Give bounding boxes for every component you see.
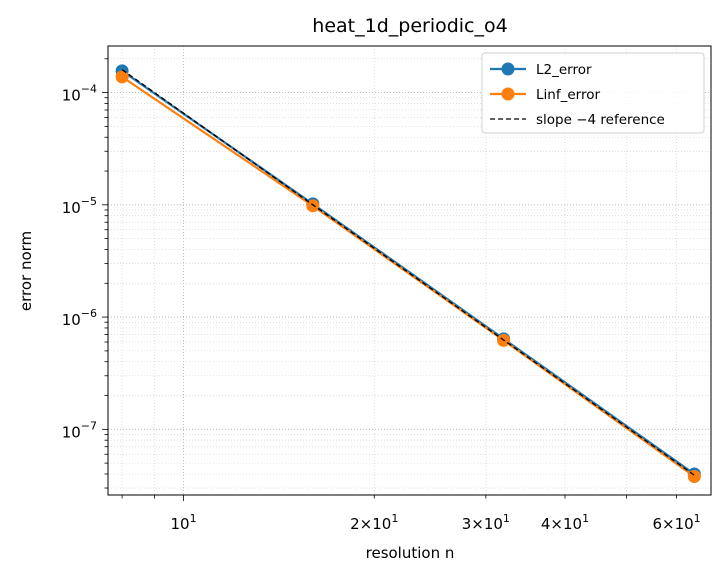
chart-title: heat_1d_periodic_o4 <box>312 15 507 37</box>
legend-label: slope −4 reference <box>536 112 665 128</box>
y-tick-label: 10−6 <box>62 307 97 329</box>
x-tick-label: 101 <box>170 512 196 533</box>
plot-lines <box>115 64 701 484</box>
data-point <box>306 199 320 213</box>
y-axis: 10−7 10−6 10−5 10−4 <box>62 58 108 489</box>
y-tick-label: 10−7 <box>62 419 97 441</box>
series-line-1 <box>121 75 695 478</box>
x-axis: 101 2×101 3×101 4×101 6×101 <box>121 495 701 533</box>
legend-marker <box>501 87 515 101</box>
y-axis-label: error norm <box>17 231 35 311</box>
x-axis-label: resolution n <box>366 544 455 562</box>
legend-label: Linf_error <box>536 87 600 103</box>
legend-label: L2_error <box>536 62 592 78</box>
legend-marker <box>501 62 515 76</box>
x-tick-label: 4×101 <box>541 512 589 533</box>
y-tick-label: 10−5 <box>62 195 97 217</box>
data-point <box>687 470 701 484</box>
plot-frame <box>107 45 712 496</box>
series-line-2 <box>121 69 695 476</box>
data-point <box>115 70 129 84</box>
x-tick-label: 6×101 <box>652 512 700 533</box>
x-tick-label: 2×101 <box>350 512 398 533</box>
x-tick-label: 3×101 <box>462 512 510 533</box>
legend-box <box>481 52 705 134</box>
y-tick-label: 10−4 <box>62 83 97 105</box>
